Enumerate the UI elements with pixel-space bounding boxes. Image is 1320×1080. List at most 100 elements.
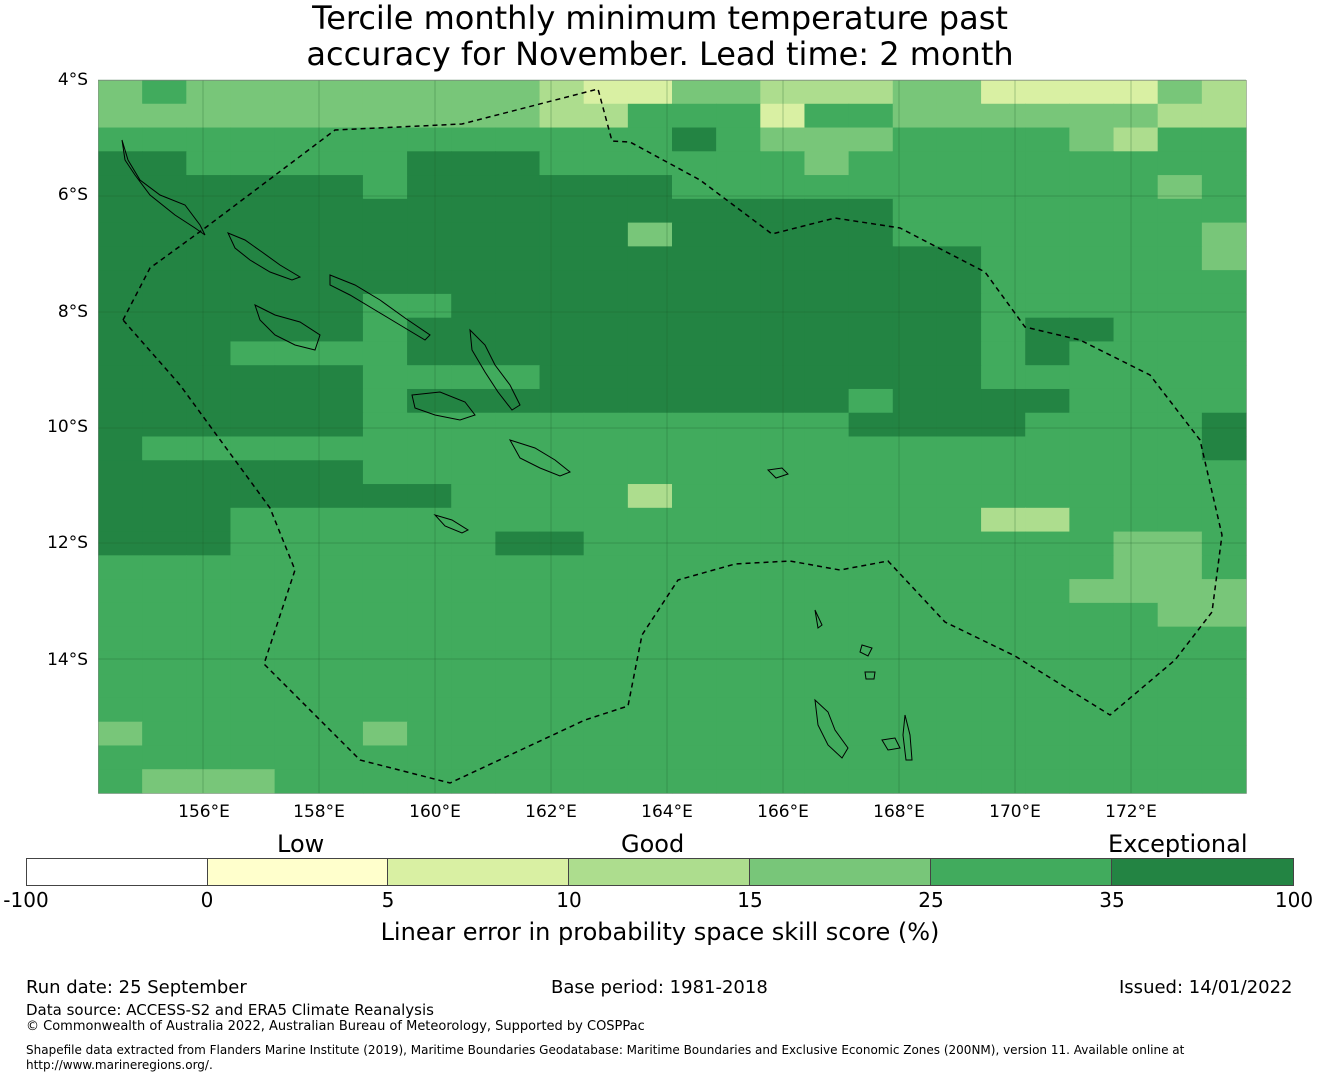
grid-cell	[539, 293, 585, 319]
grid-cell	[495, 650, 541, 675]
grid-cell	[672, 151, 717, 176]
grid-cell	[1157, 531, 1203, 556]
grid-cell	[230, 769, 276, 794]
lon-label-164e: 164°E	[641, 802, 693, 822]
grid-cell	[804, 317, 850, 343]
grid-cell	[274, 293, 320, 319]
grid-cell	[936, 602, 982, 628]
grid-cell	[848, 460, 894, 485]
grid-cell	[627, 412, 673, 438]
grid-cell	[1157, 507, 1203, 533]
grid-cell	[539, 317, 585, 343]
grid-cell	[848, 484, 894, 509]
grid-cell	[848, 745, 894, 770]
grid-cell	[892, 317, 938, 343]
grid-cell	[495, 531, 541, 556]
data-source: Data source: ACCESS-S2 and ERA5 Climate …	[26, 1001, 434, 1019]
grid-cell	[318, 721, 364, 747]
grid-cell	[848, 151, 894, 176]
grid-cell	[936, 507, 982, 533]
grid-cell	[981, 626, 1026, 651]
lat-label-14s: 14°S	[47, 650, 88, 670]
grid-cell	[716, 388, 761, 414]
grid-cell	[142, 507, 187, 533]
grid-cell	[848, 531, 894, 556]
grid-cell	[892, 365, 938, 390]
grid-cell	[1201, 222, 1247, 247]
grid-cell	[1157, 175, 1203, 200]
grid-cell	[627, 531, 673, 556]
grid-cell	[539, 388, 585, 414]
grid-cell	[1025, 246, 1070, 271]
grid-cell	[1113, 484, 1159, 509]
grid-cell	[186, 579, 232, 604]
grid-cell	[318, 198, 364, 224]
grid-cell	[804, 626, 850, 651]
grid-cell	[230, 602, 276, 628]
grid-cell	[274, 222, 320, 247]
grid-cell	[1069, 175, 1115, 200]
grid-cell	[274, 436, 320, 461]
grid-cell	[1069, 697, 1115, 723]
grid-cell	[892, 769, 938, 794]
grid-cell	[672, 460, 717, 485]
grid-cell	[672, 531, 717, 556]
grid-cell	[98, 293, 143, 319]
lon-label-160e: 160°E	[409, 802, 461, 822]
grid-cell	[362, 436, 408, 461]
grid-cell	[1201, 80, 1247, 105]
grid-cell	[1113, 270, 1159, 295]
grid-cell	[981, 80, 1026, 105]
grid-cell	[1113, 650, 1159, 675]
grid-cell	[1069, 579, 1115, 604]
grid-cell	[1025, 484, 1070, 509]
grid-cell	[98, 103, 143, 129]
grid-cell	[495, 151, 541, 176]
grid-cell	[1157, 626, 1203, 651]
grid-cell	[407, 436, 452, 461]
grid-cell	[318, 579, 364, 604]
grid-cell	[1201, 365, 1247, 390]
grid-cell	[627, 317, 673, 343]
grid-cell	[936, 365, 982, 390]
grid-cell	[1025, 626, 1070, 651]
grid-cell	[230, 365, 276, 390]
grid-cell	[981, 602, 1026, 628]
legend-swatch-6	[930, 859, 1113, 885]
grid-cell	[451, 507, 496, 533]
grid-cell	[848, 341, 894, 366]
grid-cell	[495, 745, 541, 770]
grid-cell	[407, 555, 452, 580]
grid-cell	[1025, 745, 1070, 770]
legend-category-good: Good	[621, 830, 685, 858]
grid-cell	[451, 80, 496, 105]
grid-cell	[760, 127, 806, 152]
grid-cell	[627, 103, 673, 129]
grid-cell	[760, 341, 806, 366]
grid-cell	[1025, 555, 1070, 580]
grid-cell	[142, 721, 187, 747]
grid-cell	[981, 127, 1026, 152]
grid-cell	[318, 436, 364, 461]
grid-cell	[142, 151, 187, 176]
grid-cell	[936, 80, 982, 105]
grid-cell	[142, 270, 187, 295]
grid-cell	[936, 674, 982, 699]
grid-cell	[1157, 436, 1203, 461]
grid-cell	[892, 293, 938, 319]
grid-cell	[936, 270, 982, 295]
grid-cell	[848, 626, 894, 651]
grid-cell	[892, 745, 938, 770]
grid-cell	[98, 151, 143, 176]
grid-cell	[583, 579, 629, 604]
grid-cell	[760, 80, 806, 105]
grid-cell	[981, 579, 1026, 604]
island-new-georgia	[254, 304, 321, 351]
grid-cell	[539, 198, 585, 224]
grid-cell	[1157, 769, 1203, 794]
grid-cell	[186, 436, 232, 461]
grid-cell	[186, 650, 232, 675]
grid-cell	[981, 555, 1026, 580]
grid-cell	[1201, 198, 1247, 224]
grid-cell	[1025, 198, 1070, 224]
